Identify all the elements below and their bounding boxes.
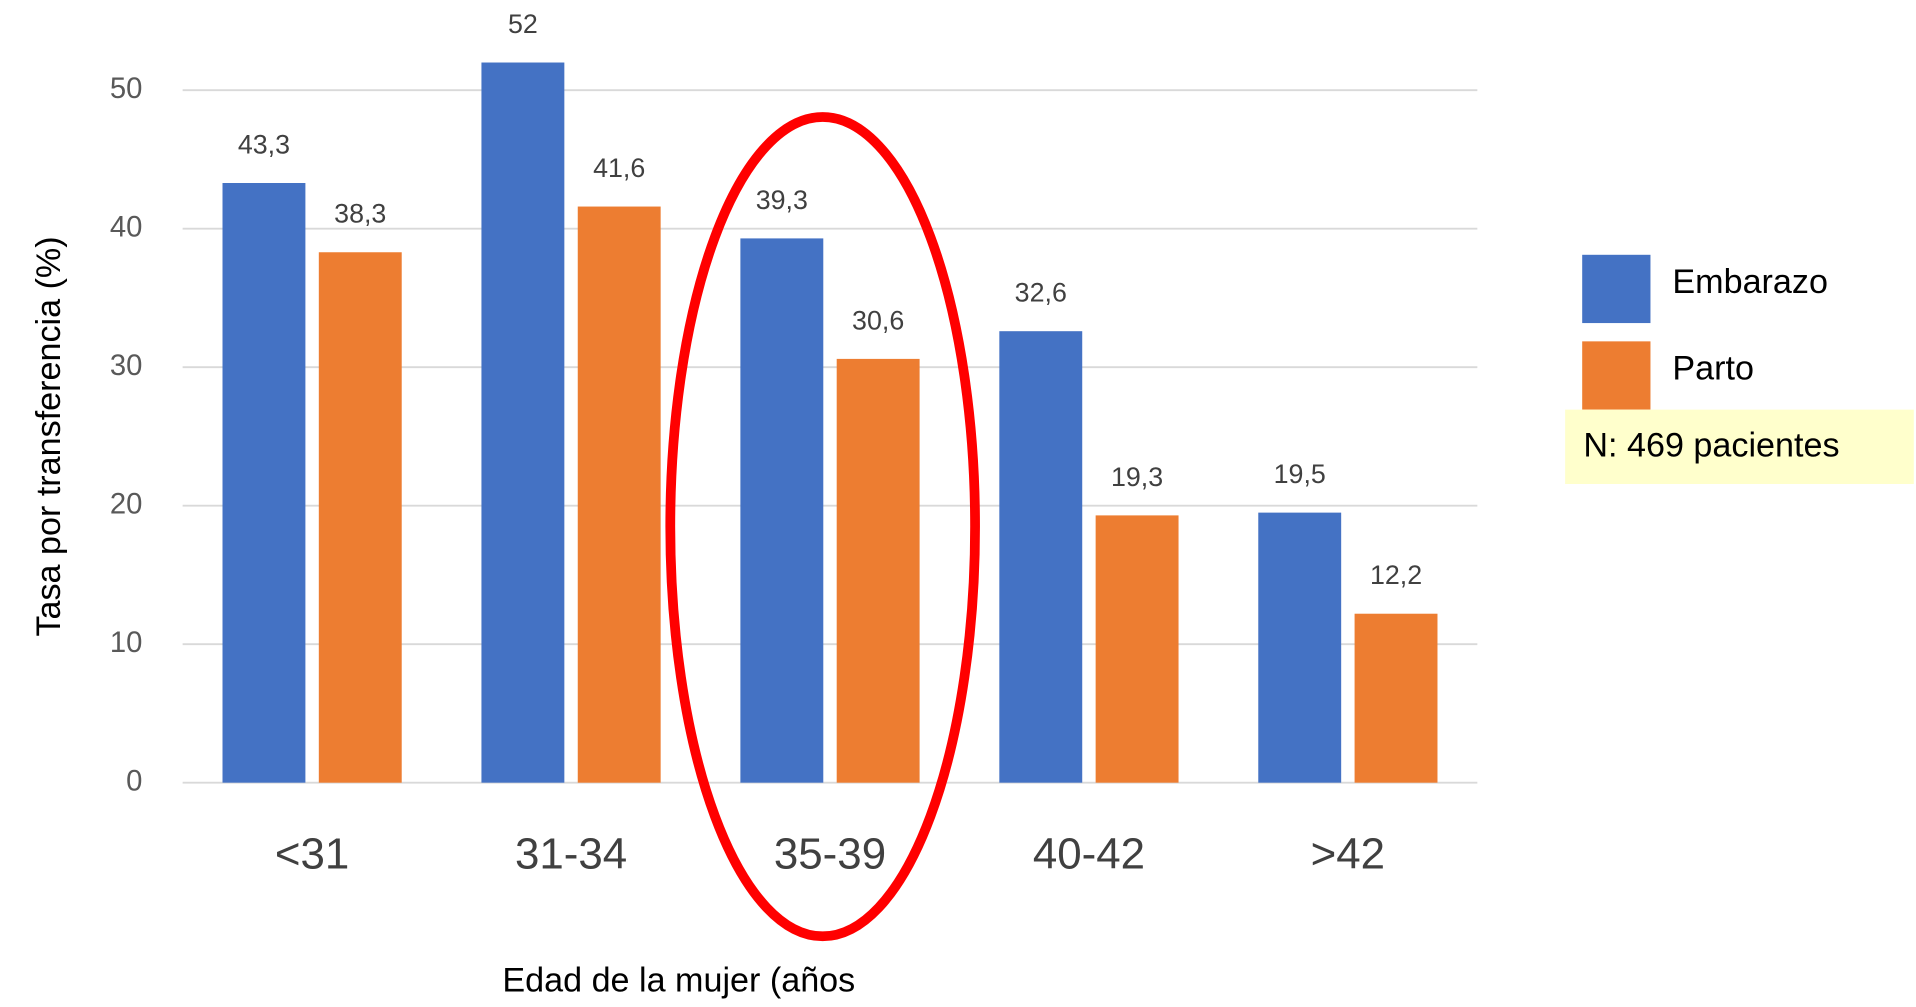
x-axis-title: Edad de la mujer (años xyxy=(502,962,855,1000)
value-label: 43,3 xyxy=(238,130,290,160)
bar xyxy=(836,358,920,783)
y-tick-label: 10 xyxy=(110,627,143,659)
highlight-ellipse xyxy=(665,112,980,942)
bar xyxy=(1258,512,1342,783)
y-axis-title: Tasa por transferencia (%) xyxy=(30,236,68,636)
value-label: 41,6 xyxy=(593,153,645,183)
bar xyxy=(1354,613,1438,783)
legend-swatch xyxy=(1582,341,1651,410)
bar xyxy=(318,252,402,783)
value-label: 52 xyxy=(508,9,538,39)
annotation: N: 469 pacientes xyxy=(1583,426,1839,464)
x-tick-label: 31-34 xyxy=(515,830,627,879)
value-label: 30,6 xyxy=(852,305,904,335)
bar xyxy=(999,331,1083,783)
value-label: 39,3 xyxy=(756,185,808,215)
x-tick-label: 35-39 xyxy=(774,830,886,879)
annotation-box xyxy=(1565,409,1914,484)
y-tick-label: 0 xyxy=(126,765,142,797)
y-tick-label: 40 xyxy=(110,211,143,243)
y-tick-label: 30 xyxy=(110,350,143,382)
value-label: 32,6 xyxy=(1015,278,1067,308)
value-label: 38,3 xyxy=(334,199,386,229)
legend-swatch xyxy=(1582,254,1651,324)
value-label: 19,5 xyxy=(1274,459,1326,489)
x-tick-label: <31 xyxy=(275,830,349,879)
x-tick-label: 40-42 xyxy=(1033,830,1145,879)
bar xyxy=(481,62,565,783)
y-tick-label: 50 xyxy=(110,73,143,105)
bar xyxy=(740,238,824,783)
value-label: 19,3 xyxy=(1111,462,1163,492)
value-label: 12,2 xyxy=(1370,560,1422,590)
bar xyxy=(222,183,306,783)
x-tick-label: >42 xyxy=(1311,830,1385,879)
legend-label: Embarazo xyxy=(1672,263,1828,301)
bar xyxy=(577,206,661,783)
bar xyxy=(1095,515,1179,783)
y-tick-label: 20 xyxy=(110,488,143,520)
legend-label: Parto xyxy=(1672,350,1754,388)
